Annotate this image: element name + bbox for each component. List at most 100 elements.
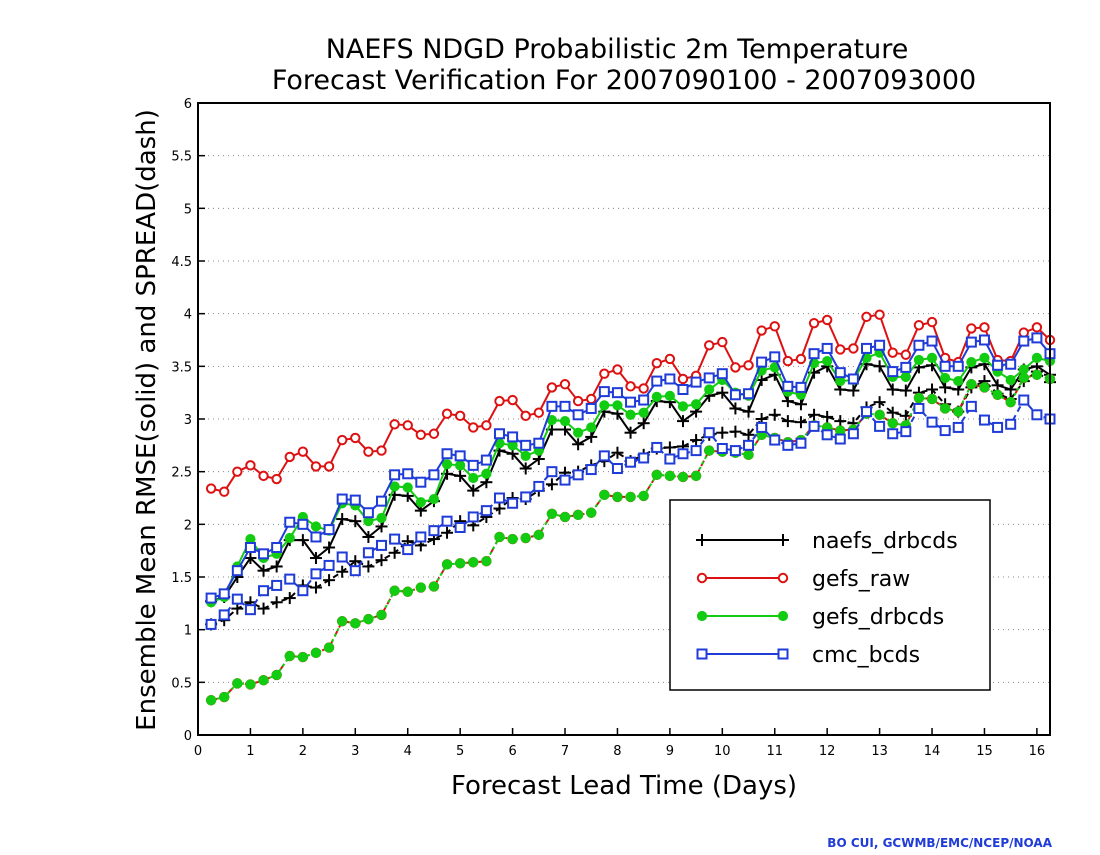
spread-point [625,456,637,468]
spread-point [716,442,728,454]
x-tick-label: 15 [976,744,993,759]
spread-point [480,505,492,517]
rmse-point [441,408,453,419]
y-tick-label: 2 [184,518,192,533]
spread-point [664,453,676,465]
legend: naefs_drbcds gefs_raw gefs_drbcds cmc_bcds [669,499,991,691]
legend-box [669,499,991,691]
rmse-point [362,507,374,519]
rmse-point [363,446,374,457]
rmse-point [651,357,662,369]
legend-marker [696,534,708,546]
spread-point [336,565,349,578]
rmse-point [258,470,269,482]
rmse-point [611,387,623,399]
spread-point [847,428,859,440]
spread-point [363,614,374,625]
axes-layer: 00.511.522.533.544.555.560 1 2 3 4 5 6 7 8 9 10 11 1… [171,97,1045,759]
rmse-point [756,356,768,368]
rmse-point [847,384,860,397]
rmse-point [389,469,401,481]
spread-point [873,396,886,409]
rmse-point [559,400,571,412]
rmse-point [834,367,846,379]
rmse-point [493,428,505,440]
rmse-point [402,468,414,480]
spread-point [271,669,282,681]
rmse-point [612,400,623,411]
rmse-point [966,323,977,334]
spread-point [887,418,898,429]
spread-point [546,508,558,519]
spread-point [323,574,336,587]
spread-point [376,609,387,621]
spread-point [742,428,755,441]
rmse-point [900,371,911,382]
spread-point [768,408,781,421]
rmse-point [310,531,322,543]
chart-title-line-1: NAEFS NDGD Probabilistic 2m Temperature [326,34,909,65]
spread-point [638,452,650,464]
rmse-point [349,494,361,506]
x-tick-label: 10 [714,744,731,759]
rmse-point [507,394,518,406]
spread-point [533,529,544,540]
spread-point [258,675,269,686]
rmse-point [886,383,899,396]
spread-point [284,573,296,585]
rmse-point [428,469,440,481]
rmse-point [808,348,820,360]
rmse-point [939,381,952,394]
rmse-point [336,493,348,505]
rmse-point [677,384,689,396]
rmse-point [258,548,270,560]
rmse-point [468,422,479,433]
rmse-point [808,317,820,329]
spread-point [926,393,938,405]
spread-point [441,515,453,527]
spread-point [309,581,322,594]
rmse-point [573,427,584,438]
rmse-point [480,454,492,466]
spread-point [520,532,531,544]
spread-point [992,421,1004,433]
rmse-point [664,390,675,401]
rmse-point [873,360,886,373]
spread-point [206,695,217,706]
rmse-point [310,521,322,532]
spread-point [900,426,912,438]
y-tick-label: 6 [184,97,192,112]
rmse-point [362,530,375,543]
legend-entry-gefs_drbcds: gefs_drbcds [696,605,944,630]
rmse-point [350,432,361,444]
rmse-point [586,393,597,405]
spread-point [441,526,454,539]
rmse-point [664,373,676,385]
rmse-point [638,383,649,394]
rmse-point [874,339,886,351]
x-tick-label: 5 [456,744,464,759]
rmse-point [638,394,650,406]
rmse-point [454,450,466,462]
rmse-point [415,497,426,508]
rmse-point [297,446,309,457]
rmse-point [559,379,571,390]
rmse-point [323,541,336,554]
legend-entry-gefs_raw: gefs_raw [696,567,910,592]
rmse-point [638,407,649,418]
rmse-point [284,516,296,528]
spread-point [219,691,230,703]
rmse-point [677,373,689,385]
spread-point [651,441,663,453]
spread-point [389,533,401,545]
rmse-point [899,384,912,397]
rmse-point [704,340,715,351]
rmse-point [913,339,925,351]
rmse-point [297,518,309,530]
spread-point [388,546,401,559]
series-layer [205,309,1056,706]
rmse-point [205,483,217,494]
rmse-point [585,430,598,443]
rmse-point [625,396,637,408]
spread-point [690,434,703,447]
